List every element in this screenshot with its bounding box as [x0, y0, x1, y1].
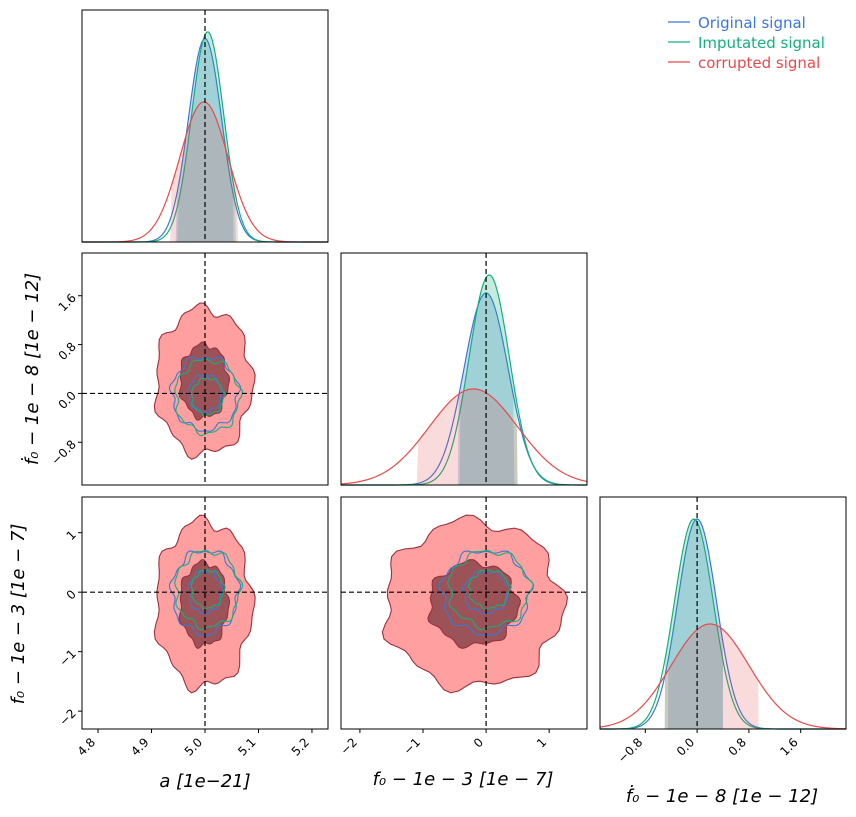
panel-a-marginal	[81, 9, 329, 243]
legend-label-corrupted: corrupted signal	[698, 54, 820, 72]
contour-1-1	[190, 377, 226, 417]
contour-1-0	[174, 549, 244, 631]
y-tick-label: 0.0	[56, 388, 79, 411]
density-curve-2	[599, 623, 847, 730]
x-tick-label: 4.8	[75, 735, 98, 758]
panel-a-vs-f0: −2 −1 0 1 4.8 4.9 5.0 5.1 5.2	[57, 496, 329, 759]
contour-1-0	[447, 549, 534, 631]
x-tick-label: 4.9	[128, 735, 151, 758]
y-axis-label-fdot: ḟ₀ − 1e − 8 [1e − 12]	[21, 273, 43, 465]
y-tick-label: −0.8	[48, 437, 79, 468]
panel-fdot-vs-f0: −2 −1 0 1	[338, 496, 588, 758]
panel-a-vs-fdot: −0.8 0.0 0.8 1.6	[48, 252, 329, 486]
x-tick-label: 5.2	[289, 735, 312, 758]
x-axis-label-fdot: ḟ₀ − 1e − 8 [1e − 12]	[626, 785, 818, 807]
ci-band-0	[667, 519, 723, 729]
panel-frame	[340, 496, 588, 730]
x-tick-label: 5.1	[235, 735, 258, 758]
contour-1-0	[174, 358, 244, 437]
ci-band-2	[170, 101, 239, 242]
y-tick-label: −1	[57, 647, 79, 669]
x-tick-label: 1	[534, 735, 549, 750]
x-tick-label: 0.0	[674, 735, 697, 758]
legend-label-original: Original signal	[698, 14, 806, 32]
contours	[381, 514, 569, 694]
contour-1-1	[467, 569, 512, 611]
panel-frame	[599, 496, 847, 730]
ci-band-2	[664, 623, 759, 729]
panel-frame	[340, 252, 588, 486]
ci-band-1	[177, 32, 237, 242]
x-tick-label: 5.0	[182, 735, 205, 758]
x-tick-label: 1.6	[777, 735, 800, 758]
y-tick-label: 1	[64, 528, 79, 543]
panel-f0-marginal: −0.8 0.0 0.8 1.6	[599, 496, 847, 766]
legend: Original signal Imputated signal corrupt…	[668, 14, 825, 72]
x-tick-label: 0.8	[726, 735, 749, 758]
panel-fdot-marginal	[340, 252, 588, 486]
x-axis-label-a: a [1e−21]	[159, 771, 250, 792]
x-tick-label: 0	[471, 735, 486, 750]
x-tick-label: −1	[401, 735, 423, 757]
x-tick-label: −0.8	[615, 735, 646, 766]
y-axis-label-f0: f₀ − 1e − 3 [1e − 7]	[8, 524, 29, 705]
y-tick-label: 0	[64, 587, 79, 602]
legend-label-imputated: Imputated signal	[698, 34, 825, 52]
y-tick-label: 1.6	[56, 291, 79, 314]
ci-band-2	[416, 388, 518, 485]
panel-frame	[81, 252, 329, 486]
contour-1-1	[190, 569, 226, 611]
x-axis-label-f0: f₀ − 1e − 3 [1e − 7]	[373, 769, 554, 790]
y-tick-label: 0.8	[56, 340, 79, 363]
density-curve-2	[340, 388, 588, 485]
x-tick-label: −2	[338, 735, 360, 757]
panel-frame	[81, 9, 329, 243]
y-tick-label: −2	[57, 706, 79, 728]
